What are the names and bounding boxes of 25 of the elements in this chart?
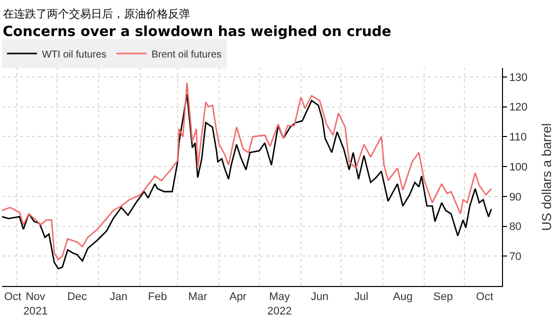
y-tick-label: 120 — [509, 102, 528, 114]
x-tick-label: Jun — [310, 291, 329, 304]
legend-label: WTI oil futures — [42, 49, 106, 60]
x-tick-label: Apr — [229, 291, 247, 304]
y-tick-label: 110 — [509, 132, 527, 144]
y-tick-label: 80 — [509, 221, 522, 234]
x-tick-label: Oct — [476, 291, 494, 304]
chart-subtitle: 在连跌了两个交易日后，原油价格反弹 — [2, 8, 190, 21]
chart-title: Concerns over a slowdown has weighed on crude — [2, 24, 392, 40]
legend-label: Brent oil futures — [151, 49, 222, 60]
y-tick-label: 130 — [509, 72, 528, 84]
x-tick-label: May 2022 — [267, 291, 292, 318]
x-tick-label: Feb — [148, 291, 167, 304]
x-tick-label: Nov 2021 — [23, 291, 48, 318]
x-tick-label: Dec — [67, 291, 88, 304]
y-tick-label: 70 — [509, 250, 522, 263]
x-tick-label: Oct — [4, 291, 22, 304]
y-axis-title: US dollars a barrel — [539, 123, 554, 231]
x-tick-label: Mar — [188, 291, 208, 304]
x-tick-label: Aug — [393, 291, 413, 304]
y-tick-label: 100 — [509, 161, 528, 174]
x-tick-label: Jan — [110, 291, 128, 304]
x-tick-label: Jul — [354, 291, 368, 304]
y-tick-label: 90 — [509, 191, 522, 204]
x-tick-label: Sep — [433, 291, 453, 304]
